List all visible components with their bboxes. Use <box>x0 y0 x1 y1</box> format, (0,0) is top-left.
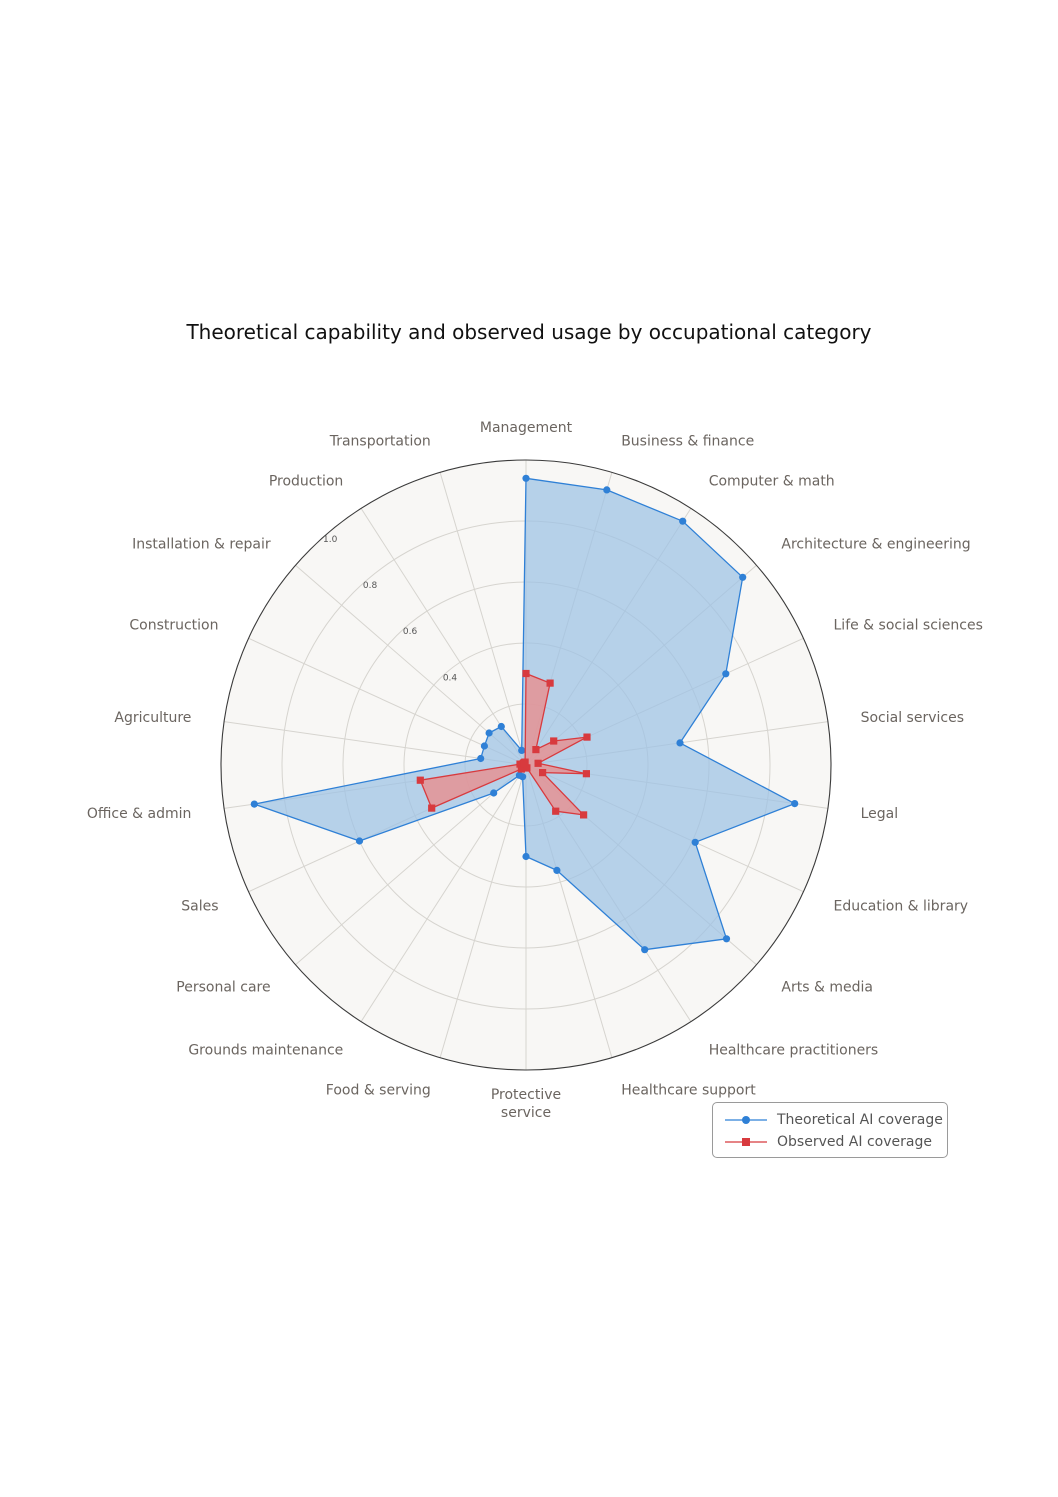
square-marker-icon <box>725 1138 767 1146</box>
theoretical-point <box>553 866 561 875</box>
theoretical-point <box>641 946 649 954</box>
category-label: Construction <box>129 618 218 634</box>
observed-point <box>522 669 530 678</box>
legend-label-theoretical: Theoretical AI coverage <box>777 1112 943 1128</box>
radial-tick-labels: 0.4 0.6 0.8 1.0 <box>323 535 457 683</box>
category-label: Installation & repair <box>132 537 271 553</box>
grid-spoke <box>360 508 527 766</box>
category-label: Arts & media <box>781 979 873 995</box>
legend: Theoretical AI coverage Observed AI cove… <box>712 1102 948 1158</box>
observed-point <box>517 765 525 773</box>
category-label: Sales <box>181 898 218 914</box>
theoretical-point <box>497 722 505 731</box>
category-label: Personal care <box>176 979 270 995</box>
category-label: Business & finance <box>621 434 754 450</box>
legend-item-theoretical: Theoretical AI coverage <box>723 1110 943 1130</box>
category-label: Agriculture <box>114 710 191 726</box>
observed-point <box>580 811 588 819</box>
category-label: Production <box>269 474 343 490</box>
grid-spoke <box>439 472 527 766</box>
theoretical-point <box>522 474 530 482</box>
observed-point <box>428 804 436 812</box>
observed-point <box>539 769 547 777</box>
category-labels: Management Business & finance Computer & m… <box>87 420 983 1121</box>
theoretical-point <box>791 800 799 808</box>
observed-point <box>532 746 540 754</box>
category-label: Healthcare practitioners <box>709 1042 879 1058</box>
radial-tick-label: 0.4 <box>443 673 458 683</box>
radar-series <box>250 474 799 954</box>
category-label: Education & library <box>834 898 969 914</box>
grid-spoke <box>248 637 527 766</box>
category-label: Architecture & engineering <box>781 537 970 553</box>
observed-point <box>583 733 591 741</box>
theoretical-point <box>355 837 364 845</box>
radial-tick-label: 0.8 <box>363 581 378 591</box>
grid-spoke <box>224 721 527 766</box>
observed-point <box>416 776 424 784</box>
category-label: Management <box>480 420 573 436</box>
observed-point <box>546 679 554 687</box>
theoretical-point <box>250 800 258 808</box>
theoretical-point <box>676 739 684 747</box>
theoretical-point <box>691 838 699 846</box>
observed-point <box>552 807 560 815</box>
theoretical-point <box>722 670 730 678</box>
outer-ring <box>220 459 832 1071</box>
theoretical-point <box>477 754 485 763</box>
grid-spoke <box>360 764 527 1022</box>
category-label: Grounds maintenance <box>188 1042 343 1058</box>
radial-tick-label: 1.0 <box>323 535 338 545</box>
grid-spoke <box>295 764 527 966</box>
theoretical-point <box>480 742 488 750</box>
category-label: Protective service <box>491 1087 561 1121</box>
theoretical-point <box>603 486 611 494</box>
category-label: Life & social sciences <box>834 618 983 634</box>
theoretical-point <box>522 852 530 861</box>
grid-spoke <box>439 764 527 1058</box>
legend-label-observed: Observed AI coverage <box>777 1134 932 1150</box>
category-label: Computer & math <box>709 474 835 490</box>
observed-point <box>534 759 542 767</box>
theoretical-point <box>515 771 524 779</box>
observed-point <box>550 737 558 745</box>
radial-tick-label: 0.6 <box>403 627 418 637</box>
observed-point <box>521 758 529 766</box>
category-label: Food & serving <box>326 1082 431 1098</box>
circle-marker-icon <box>725 1116 767 1124</box>
chart-title: Theoretical capability and observed usag… <box>186 320 872 344</box>
theoretical-point <box>485 729 493 737</box>
observed-point <box>582 770 590 778</box>
category-label: Legal <box>861 806 899 822</box>
theoretical-point <box>679 517 687 525</box>
legend-item-observed: Observed AI coverage <box>723 1132 932 1152</box>
theoretical-point <box>490 789 498 797</box>
category-label: Office & admin <box>87 806 192 822</box>
theoretical-point <box>739 573 747 581</box>
theoretical-point <box>722 935 731 943</box>
category-label: Social services <box>861 710 964 726</box>
category-label: Healthcare support <box>621 1082 756 1098</box>
theoretical-point <box>518 746 526 755</box>
category-label: Transportation <box>329 434 431 450</box>
